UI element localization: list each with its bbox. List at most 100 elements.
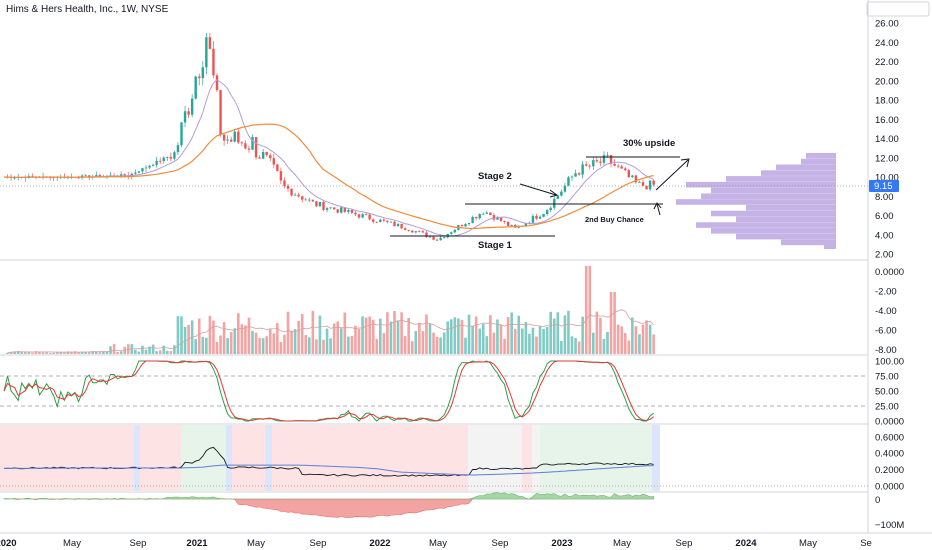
price-tick-label: 4.00 <box>875 230 894 241</box>
candle-body <box>254 137 258 158</box>
candle-body <box>414 231 417 233</box>
ratio-panel[interactable] <box>0 446 868 487</box>
volume-bar <box>169 351 173 354</box>
ratio-bg-segment <box>265 425 272 491</box>
volume-bar <box>13 351 16 354</box>
volume-bar <box>634 326 638 354</box>
price-tick-label: 16.00 <box>875 115 899 126</box>
volume-bar <box>91 351 95 354</box>
candle-body <box>354 212 357 215</box>
volume-bar <box>421 331 425 354</box>
volume-bar <box>112 344 116 354</box>
ratio-bg-segment <box>540 425 652 491</box>
ma-slow-line <box>3 123 654 230</box>
volume-bar <box>506 317 510 354</box>
volume-bar <box>304 335 308 354</box>
time-tick-label: 2022 <box>369 538 390 549</box>
candle-body <box>482 213 485 215</box>
candle-body <box>176 145 180 153</box>
time-tick-label: Sep <box>130 538 147 549</box>
volume-bar <box>623 333 627 354</box>
volume-axis: 0.0000 -2.00 -4.00 -6.00 -8.00 <box>875 267 904 356</box>
time-axis: 2020 May Sep 2021 May Sep 2022 May Sep 2023 May Sep… <box>0 538 872 549</box>
bottom-area-negative <box>4 498 654 518</box>
candle-body <box>205 37 208 68</box>
volume-bar <box>148 346 151 354</box>
volume-bar <box>226 338 229 354</box>
volume-bar <box>389 321 393 354</box>
candle-body <box>95 175 98 177</box>
volume-bar <box>329 338 332 354</box>
candle-body <box>503 221 506 222</box>
candle-body <box>588 165 591 167</box>
price-tick-label: 8.00 <box>875 192 894 203</box>
volume-bar <box>73 351 77 354</box>
volume-bar <box>137 351 141 354</box>
volume-panel[interactable] <box>6 266 655 354</box>
candle-body <box>215 75 219 91</box>
volume-bar <box>535 336 538 354</box>
volume-bar <box>194 338 197 354</box>
volume-bar <box>34 351 38 354</box>
volume-bar <box>197 318 201 354</box>
annotation-30-upside: 30% upside <box>623 138 675 149</box>
volume-bar <box>322 339 325 354</box>
candle-body <box>443 237 446 239</box>
candle-body <box>141 168 144 172</box>
top-right-box[interactable] <box>866 1 930 17</box>
candle-body <box>616 165 620 167</box>
candle-body <box>208 37 212 49</box>
volume-bar <box>410 341 414 354</box>
volume-bar <box>538 326 542 354</box>
volume-bar <box>151 344 155 354</box>
candle-body <box>396 223 400 227</box>
volume-profile-bar <box>711 210 836 217</box>
volume-bar <box>311 310 315 354</box>
volume-bar <box>102 351 105 354</box>
candle-body <box>336 209 339 213</box>
volume-bar <box>400 312 403 354</box>
candle-body <box>496 217 499 220</box>
bottom-axis: 0 −100M <box>875 495 904 531</box>
candle-body <box>592 160 595 167</box>
price-panel[interactable]: 30% upside Stage 2 Stage 1 2nd Buy Chanc… <box>0 32 868 251</box>
volume-bar <box>258 338 261 354</box>
candle-body <box>301 196 304 200</box>
candle-body <box>212 48 215 76</box>
volume-profile-bar <box>736 233 836 240</box>
volume-bar <box>485 336 489 354</box>
volume-bar <box>450 319 453 354</box>
bottom-tick-label: −100M <box>875 520 904 531</box>
candle-body <box>173 152 176 159</box>
volume-bar <box>606 331 609 354</box>
candle-body <box>237 131 240 143</box>
candle-body <box>382 219 386 221</box>
candle-body <box>201 67 204 79</box>
candle-body <box>425 232 428 237</box>
volume-bar <box>240 324 244 354</box>
candle-body <box>624 168 627 171</box>
candle-body <box>343 207 346 212</box>
stochastic-panel[interactable] <box>0 360 868 422</box>
time-tick-label: Se <box>860 538 872 549</box>
volume-bar <box>382 333 386 354</box>
candle-body <box>190 98 194 115</box>
candle-body <box>151 164 155 166</box>
volume-profile-bar <box>776 164 836 171</box>
candle-body <box>308 199 311 201</box>
volume-bar <box>613 292 616 354</box>
volume-bar <box>418 323 421 354</box>
candle-body <box>553 198 556 208</box>
candle-body <box>467 222 471 225</box>
volume-bar <box>556 312 560 354</box>
volume-profile-bar <box>726 176 836 182</box>
volume-bar <box>336 321 339 354</box>
candle-body <box>134 172 137 174</box>
candle-body <box>31 176 34 177</box>
volume-bar <box>354 325 357 354</box>
annotation-stage-2: Stage 2 <box>478 171 512 182</box>
bottom-panel[interactable] <box>3 492 654 518</box>
bottom-tick-label: 0 <box>875 495 880 506</box>
volume-bar <box>616 324 620 354</box>
